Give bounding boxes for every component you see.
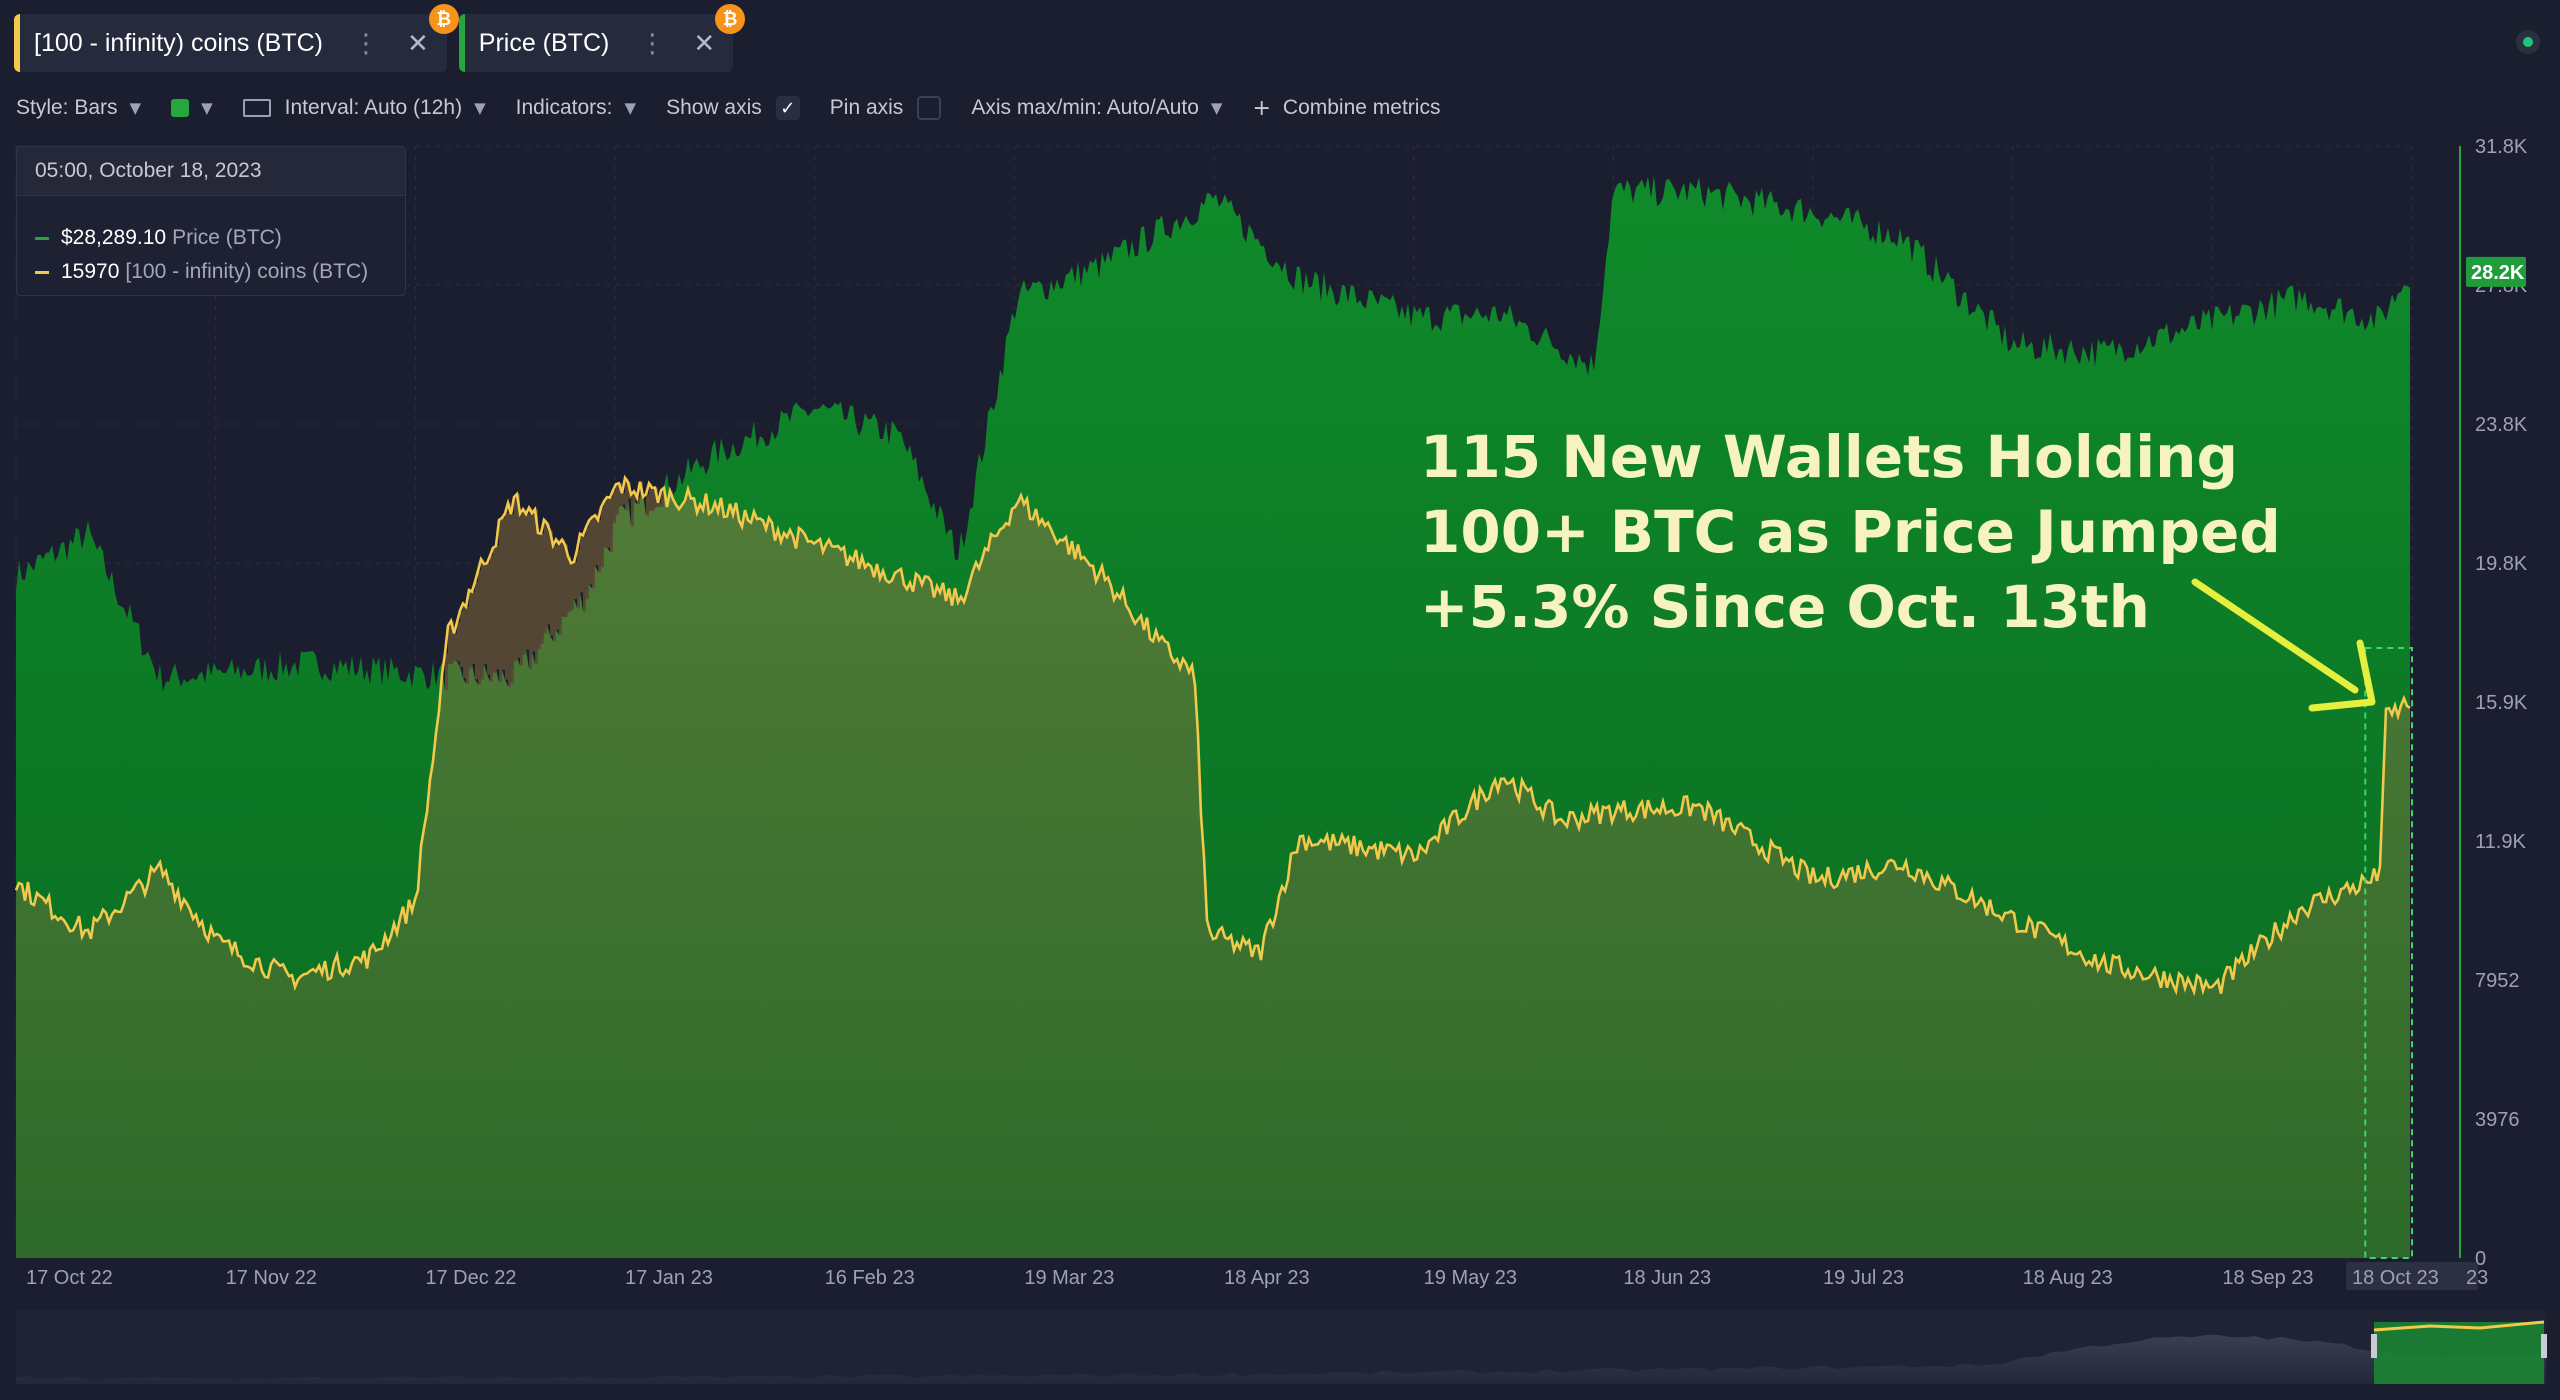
y-tick-label: 31.8K xyxy=(2475,136,2528,158)
tab-price[interactable]: Price (BTC) ⋮ ✕ ₿ xyxy=(458,4,746,72)
y-tick-label: 23.8K xyxy=(2475,414,2528,436)
navigator-handle-left[interactable] xyxy=(2371,1334,2377,1358)
close-icon[interactable]: ✕ xyxy=(693,27,716,58)
x-tick-label-tail: 23 xyxy=(2466,1267,2488,1289)
range-navigator[interactable] xyxy=(16,1310,2547,1384)
x-tick-highlight xyxy=(2346,1262,2478,1290)
holders-area xyxy=(16,487,2410,1258)
bitcoin-icon: ₿ xyxy=(428,4,459,34)
y-tick-label: 15.9K xyxy=(2475,692,2528,714)
legend-row-price: $28,289.10 Price (BTC) xyxy=(17,226,405,250)
legend-series-name: [100 - infinity) coins (BTC) xyxy=(125,260,369,283)
close-icon[interactable]: ✕ xyxy=(406,27,429,58)
axis-minmax-dropdown[interactable]: Axis max/min: Auto/Auto ▼ xyxy=(971,96,1222,120)
navigator-holders-line xyxy=(2373,1320,2545,1332)
last-price-tag: 28.2K xyxy=(2466,256,2526,287)
pin-axis-checkbox[interactable] xyxy=(917,96,942,120)
plus-icon: + xyxy=(1252,95,1271,121)
pin-axis-toggle[interactable]: Pin axis xyxy=(830,96,942,120)
indicators-label: Indicators: xyxy=(515,96,613,119)
legend-series-name: Price (BTC) xyxy=(172,226,282,249)
x-tick-label: 19 Jul 23 xyxy=(1823,1267,1904,1289)
style-dropdown[interactable]: Style: Bars ▼ xyxy=(16,96,141,120)
arrow-shaft xyxy=(2191,578,2359,694)
more-options-icon[interactable]: ⋮ xyxy=(352,27,379,58)
legend-color-mark xyxy=(35,270,49,274)
x-tick-label: 19 May 23 xyxy=(1424,1267,1517,1289)
style-label: Style: Bars xyxy=(16,96,118,119)
navigator-handle-right[interactable] xyxy=(2541,1334,2547,1358)
holders-line xyxy=(14,474,2411,997)
show-axis-toggle[interactable]: Show axis ✓ xyxy=(666,96,800,120)
axis-minmax-label: Axis max/min: Auto/Auto xyxy=(971,96,1199,119)
indicators-dropdown[interactable]: Indicators: ▼ xyxy=(516,96,636,120)
checkmark-icon[interactable]: ✓ xyxy=(775,96,800,120)
x-tick-label: 18 Aug 23 xyxy=(2023,1267,2113,1289)
legend-row-holders: 15970 [100 - infinity) coins (BTC) xyxy=(17,260,405,284)
tab-label: [100 - infinity) coins (BTC) xyxy=(34,28,323,57)
annotation-text: 115 New Wallets Holding 100+ BTC as Pric… xyxy=(1420,420,2320,645)
last-price-badge xyxy=(2466,256,2526,287)
tab-accent xyxy=(14,14,20,72)
annotation-line: +5.3% Since Oct. 13th xyxy=(1420,573,2150,641)
interval-dropdown[interactable]: Interval: Auto (12h) ▼ xyxy=(242,96,486,120)
status-dot-icon xyxy=(2523,37,2533,47)
legend-value: $28,289.10 xyxy=(61,226,167,249)
chevron-down-icon: ▼ xyxy=(624,99,637,117)
tab-coins-holders[interactable]: [100 - infinity) coins (BTC) ⋮ ✕ ₿ xyxy=(14,4,459,72)
status-dot-button[interactable] xyxy=(2516,30,2540,54)
holders-above-price-area xyxy=(445,477,673,690)
x-tick-label: 17 Nov 22 xyxy=(226,1267,317,1289)
y-tick-label: 7952 xyxy=(2475,970,2520,992)
x-tick-label: 18 Jun 23 xyxy=(1623,1267,1711,1289)
annotation-line: 100+ BTC as Price Jumped xyxy=(1420,498,2281,566)
combine-metrics-label: Combine metrics xyxy=(1282,96,1441,119)
color-picker[interactable]: ▼ xyxy=(171,99,213,117)
color-swatch xyxy=(171,99,190,117)
annotation-arrow xyxy=(2191,578,2376,712)
tooltip-legend: 05:00, October 18, 2023 $28,289.10 Price… xyxy=(16,146,406,296)
y-tick-label: 0 xyxy=(2475,1248,2486,1270)
chart-toolbar: Style: Bars ▼ ▼ Interval: Auto (12h) ▼ I… xyxy=(16,90,1470,126)
more-options-icon[interactable]: ⋮ xyxy=(639,27,666,58)
pin-axis-label: Pin axis xyxy=(829,96,904,119)
x-axis: 17 Oct 22 17 Nov 22 17 Dec 22 17 Jan 23 16 F… xyxy=(26,1262,2488,1290)
chevron-down-icon: ▼ xyxy=(201,99,213,117)
metric-tabs: [100 - infinity) coins (BTC) ⋮ ✕ ₿ Price… xyxy=(14,4,746,74)
highlight-box xyxy=(2364,647,2414,1259)
arrow-head xyxy=(2308,639,2376,712)
interval-label: Interval: Auto (12h) xyxy=(284,96,463,119)
x-tick-label: 18 Oct 23 xyxy=(2352,1267,2439,1289)
y-tick-label: 11.9K xyxy=(2475,831,2526,853)
chevron-down-icon: ▼ xyxy=(474,99,486,117)
y-tick-label: 19.8K xyxy=(2475,553,2528,575)
x-tick-label: 19 Mar 23 xyxy=(1024,1267,1114,1289)
x-tick-label: 17 Oct 22 xyxy=(26,1267,113,1289)
legend-color-mark xyxy=(35,236,49,240)
x-tick-label: 17 Dec 22 xyxy=(425,1267,516,1289)
navigator-track xyxy=(16,1310,2546,1384)
x-tick-label: 17 Jan 23 xyxy=(625,1267,713,1289)
navigator-selection[interactable] xyxy=(2374,1322,2544,1384)
chevron-down-icon: ▼ xyxy=(129,99,142,117)
y-tick-label: 3976 xyxy=(2475,1109,2520,1131)
chevron-down-icon: ▼ xyxy=(1210,99,1223,117)
tooltip-date: 05:00, October 18, 2023 xyxy=(17,147,405,196)
ruler-icon xyxy=(242,99,271,117)
tab-label: Price (BTC) xyxy=(478,28,610,57)
navigator-history xyxy=(16,1334,2546,1384)
annotation-line: 115 New Wallets Holding xyxy=(1420,423,2238,491)
x-tick-label: 18 Apr 23 xyxy=(1224,1267,1310,1289)
legend-value: 15970 xyxy=(61,260,120,283)
bitcoin-icon: ₿ xyxy=(715,4,746,34)
tab-accent xyxy=(458,14,465,72)
last-price-label: 28.2K xyxy=(2471,262,2525,284)
combine-metrics-button[interactable]: + Combine metrics xyxy=(1252,96,1440,121)
x-tick-label: 18 Sep 23 xyxy=(2222,1267,2313,1289)
x-tick-label: 16 Feb 23 xyxy=(825,1267,915,1289)
show-axis-label: Show axis xyxy=(666,96,762,119)
